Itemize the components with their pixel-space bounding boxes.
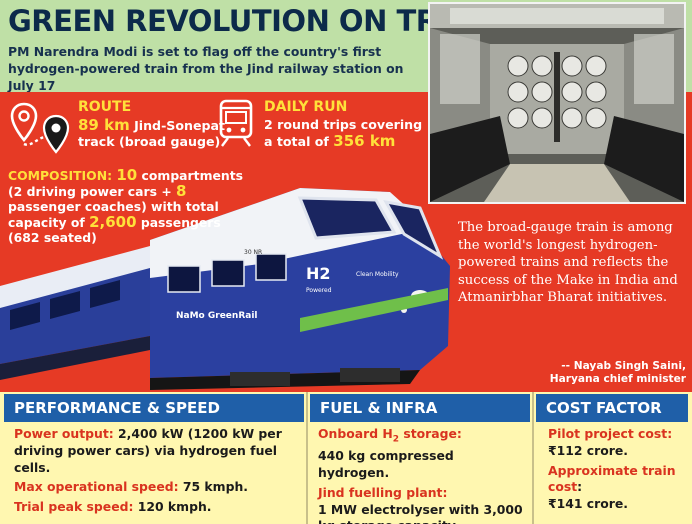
composition-text-1: compartments bbox=[137, 168, 244, 183]
composition-text-2: (2 driving power cars + bbox=[8, 183, 177, 199]
composition-passenger-count: 8 bbox=[176, 181, 187, 200]
composition-text-3: passenger coaches) with total capacity o… bbox=[8, 199, 219, 230]
headline: GREEN REVOLUTION ON TRACK bbox=[8, 4, 503, 38]
max-speed-label: Max operational speed: bbox=[14, 479, 179, 495]
route-text: 89 km Jind-Sonepat track (broad gauge) bbox=[78, 117, 228, 150]
composition-count: 10 bbox=[116, 166, 138, 184]
composition-label: COMPOSITION: bbox=[8, 168, 113, 183]
quote-attribution: -- Nayab Singh Saini, Haryana chief minis… bbox=[500, 360, 686, 387]
train-badge-text: H2 bbox=[306, 264, 331, 283]
route-distance: 89 km bbox=[78, 116, 130, 134]
power-value: 2,400 kW (1200 kW per driving power cars… bbox=[14, 426, 282, 475]
pilot-cost-label: Pilot project cost: bbox=[548, 426, 673, 441]
train-side-text: Clean Mobility bbox=[356, 271, 399, 278]
train-badge-sub: Powered bbox=[306, 287, 332, 294]
approx-cost-label: Approximate train cost bbox=[548, 462, 676, 495]
storage-label-a: Onboard H bbox=[318, 426, 393, 441]
trial-speed-value: 120 kmph. bbox=[133, 499, 212, 515]
deck-text: PM Narendra Modi is set to flag off the … bbox=[8, 44, 404, 93]
attribution-line-1: -- Nayab Singh Saini, bbox=[561, 360, 686, 372]
daily-run-text: 2 round trips covering a total of 356 km bbox=[264, 117, 426, 150]
train-icon bbox=[219, 99, 253, 147]
plant-value: 1 MW electrolyser with 3,000 kg storage … bbox=[318, 501, 523, 524]
composition-capacity: 2,600 bbox=[89, 212, 137, 231]
composition-text-5: (682 seated) bbox=[8, 230, 97, 246]
daily-run-distance: 356 km bbox=[333, 132, 396, 150]
fuel-heading: FUEL & INFRA bbox=[310, 394, 530, 422]
panel-divider bbox=[306, 392, 308, 524]
approx-cost-colon: : bbox=[577, 479, 583, 495]
train-number: 30 NR bbox=[244, 249, 262, 256]
panel-divider bbox=[532, 392, 534, 524]
quote-text: The broad-gauge train is among the world… bbox=[458, 220, 678, 306]
pilot-cost-value: ₹112 crore. bbox=[548, 442, 628, 458]
max-speed-value: 75 kmph. bbox=[178, 479, 248, 495]
fuel-cell-interior-photo bbox=[428, 2, 686, 204]
cost-heading: COST FACTOR bbox=[536, 394, 688, 422]
approx-cost-value: ₹141 crore. bbox=[548, 496, 628, 512]
route-heading: ROUTE bbox=[78, 99, 132, 115]
trial-speed-label: Trial peak speed: bbox=[14, 499, 134, 515]
route-text-2: track (broad gauge) bbox=[78, 134, 221, 149]
power-label: Power output: bbox=[14, 426, 114, 441]
cost-body: Pilot project cost: ₹112 crore. Approxim… bbox=[548, 426, 688, 516]
daily-run-text-2: a total of bbox=[264, 134, 334, 149]
train-illustration: NaMo GreenRail H2 Powered Clean Mobility… bbox=[0, 188, 450, 390]
route-text-1: Jind-Sonepat bbox=[129, 118, 226, 133]
storage-label-sub: 2 bbox=[392, 434, 400, 445]
composition-text-4: passengers bbox=[136, 214, 221, 230]
train-brand-text: NaMo GreenRail bbox=[176, 311, 258, 321]
daily-run-heading: DAILY RUN bbox=[264, 99, 348, 115]
storage-label-b: storage: bbox=[399, 426, 462, 441]
performance-heading: PERFORMANCE & SPEED bbox=[4, 394, 304, 422]
daily-run-text-1: 2 round trips covering bbox=[264, 117, 423, 132]
composition-text: COMPOSITION: 10 compartments (2 driving p… bbox=[8, 166, 246, 246]
storage-value: 440 kg compressed hydrogen. bbox=[318, 448, 454, 481]
performance-body: Power output: 2,400 kW (1200 kW per driv… bbox=[14, 426, 302, 519]
plant-label: Jind fuelling plant: bbox=[318, 484, 448, 500]
attribution-line-2: Haryana chief minister bbox=[549, 373, 686, 386]
map-pin-icon bbox=[10, 102, 70, 154]
fuel-body: Onboard H2 storage: 440 kg compressed hy… bbox=[318, 426, 526, 524]
